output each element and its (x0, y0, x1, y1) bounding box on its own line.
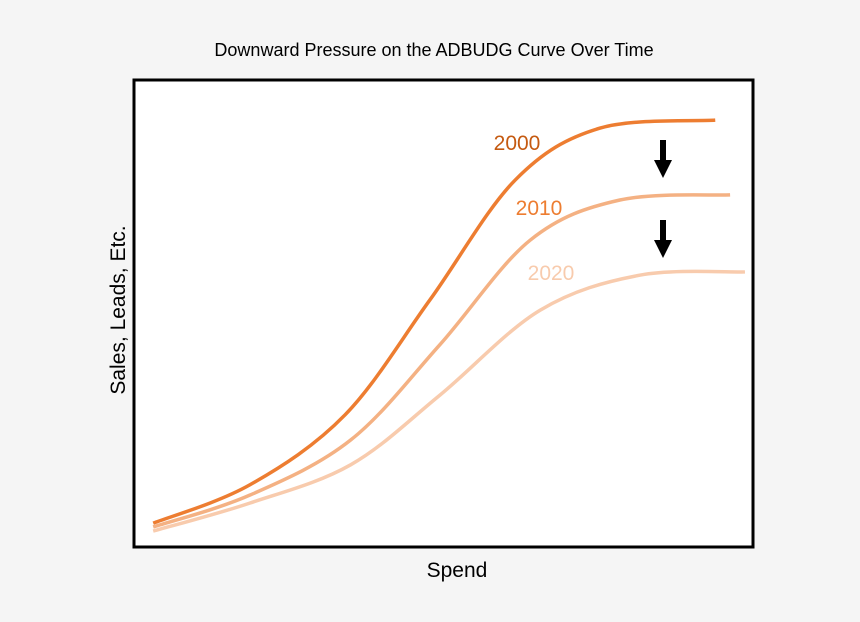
x-axis-label: Spend (427, 559, 488, 582)
series-line-2010 (152, 193, 731, 529)
plot-area (132, 78, 755, 549)
series-label-2000: 2000 (494, 132, 541, 155)
series-line-2000 (152, 118, 716, 525)
series-line-2020 (152, 269, 746, 533)
down-arrow-icon (654, 220, 672, 258)
down-arrow-icon (654, 140, 672, 178)
chart-title: Downward Pressure on the ADBUDG Curve Ov… (214, 40, 653, 60)
y-axis-label: Sales, Leads, Etc. (107, 225, 130, 394)
series-label-2010: 2010 (516, 197, 563, 220)
series-label-2020: 2020 (528, 262, 575, 285)
